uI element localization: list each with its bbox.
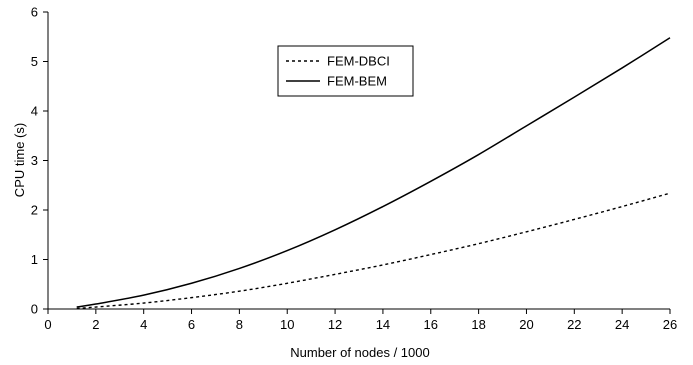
x-tick-label: 18	[471, 317, 485, 332]
x-tick-label: 24	[615, 317, 629, 332]
x-tick-label: 6	[188, 317, 195, 332]
x-tick-label: 16	[424, 317, 438, 332]
y-tick-label: 2	[31, 203, 38, 218]
legend: FEM-DBCI FEM-BEM	[277, 45, 414, 97]
series-line-fem-dbci	[76, 192, 671, 310]
x-axis-title: Number of nodes / 1000	[290, 345, 429, 360]
y-tick-label: 0	[31, 302, 38, 317]
y-axis-title: CPU time (s)	[12, 123, 27, 197]
series	[76, 37, 671, 310]
legend-label-fem-bem: FEM-BEM	[327, 74, 387, 89]
y-tick-label: 1	[31, 252, 38, 267]
legend-label-fem-dbci: FEM-DBCI	[327, 54, 390, 69]
x-tick-label: 22	[567, 317, 581, 332]
legend-box	[277, 45, 414, 97]
y-tick-label: 6	[31, 5, 38, 20]
x-tick-label: 20	[519, 317, 533, 332]
x-tick-label: 12	[328, 317, 342, 332]
x-tick-label: 8	[236, 317, 243, 332]
x-tick-label: 0	[44, 317, 51, 332]
y-tick-label: 3	[31, 153, 38, 168]
x-tick-label: 14	[376, 317, 390, 332]
series-line-fem-bem	[76, 37, 671, 308]
x-tick-label: 2	[92, 317, 99, 332]
y-tick-label: 5	[31, 54, 38, 69]
x-tick-label: 26	[663, 317, 677, 332]
y-tick-label: 4	[31, 104, 38, 119]
x-tick-label: 10	[280, 317, 294, 332]
x-tick-label: 4	[140, 317, 147, 332]
